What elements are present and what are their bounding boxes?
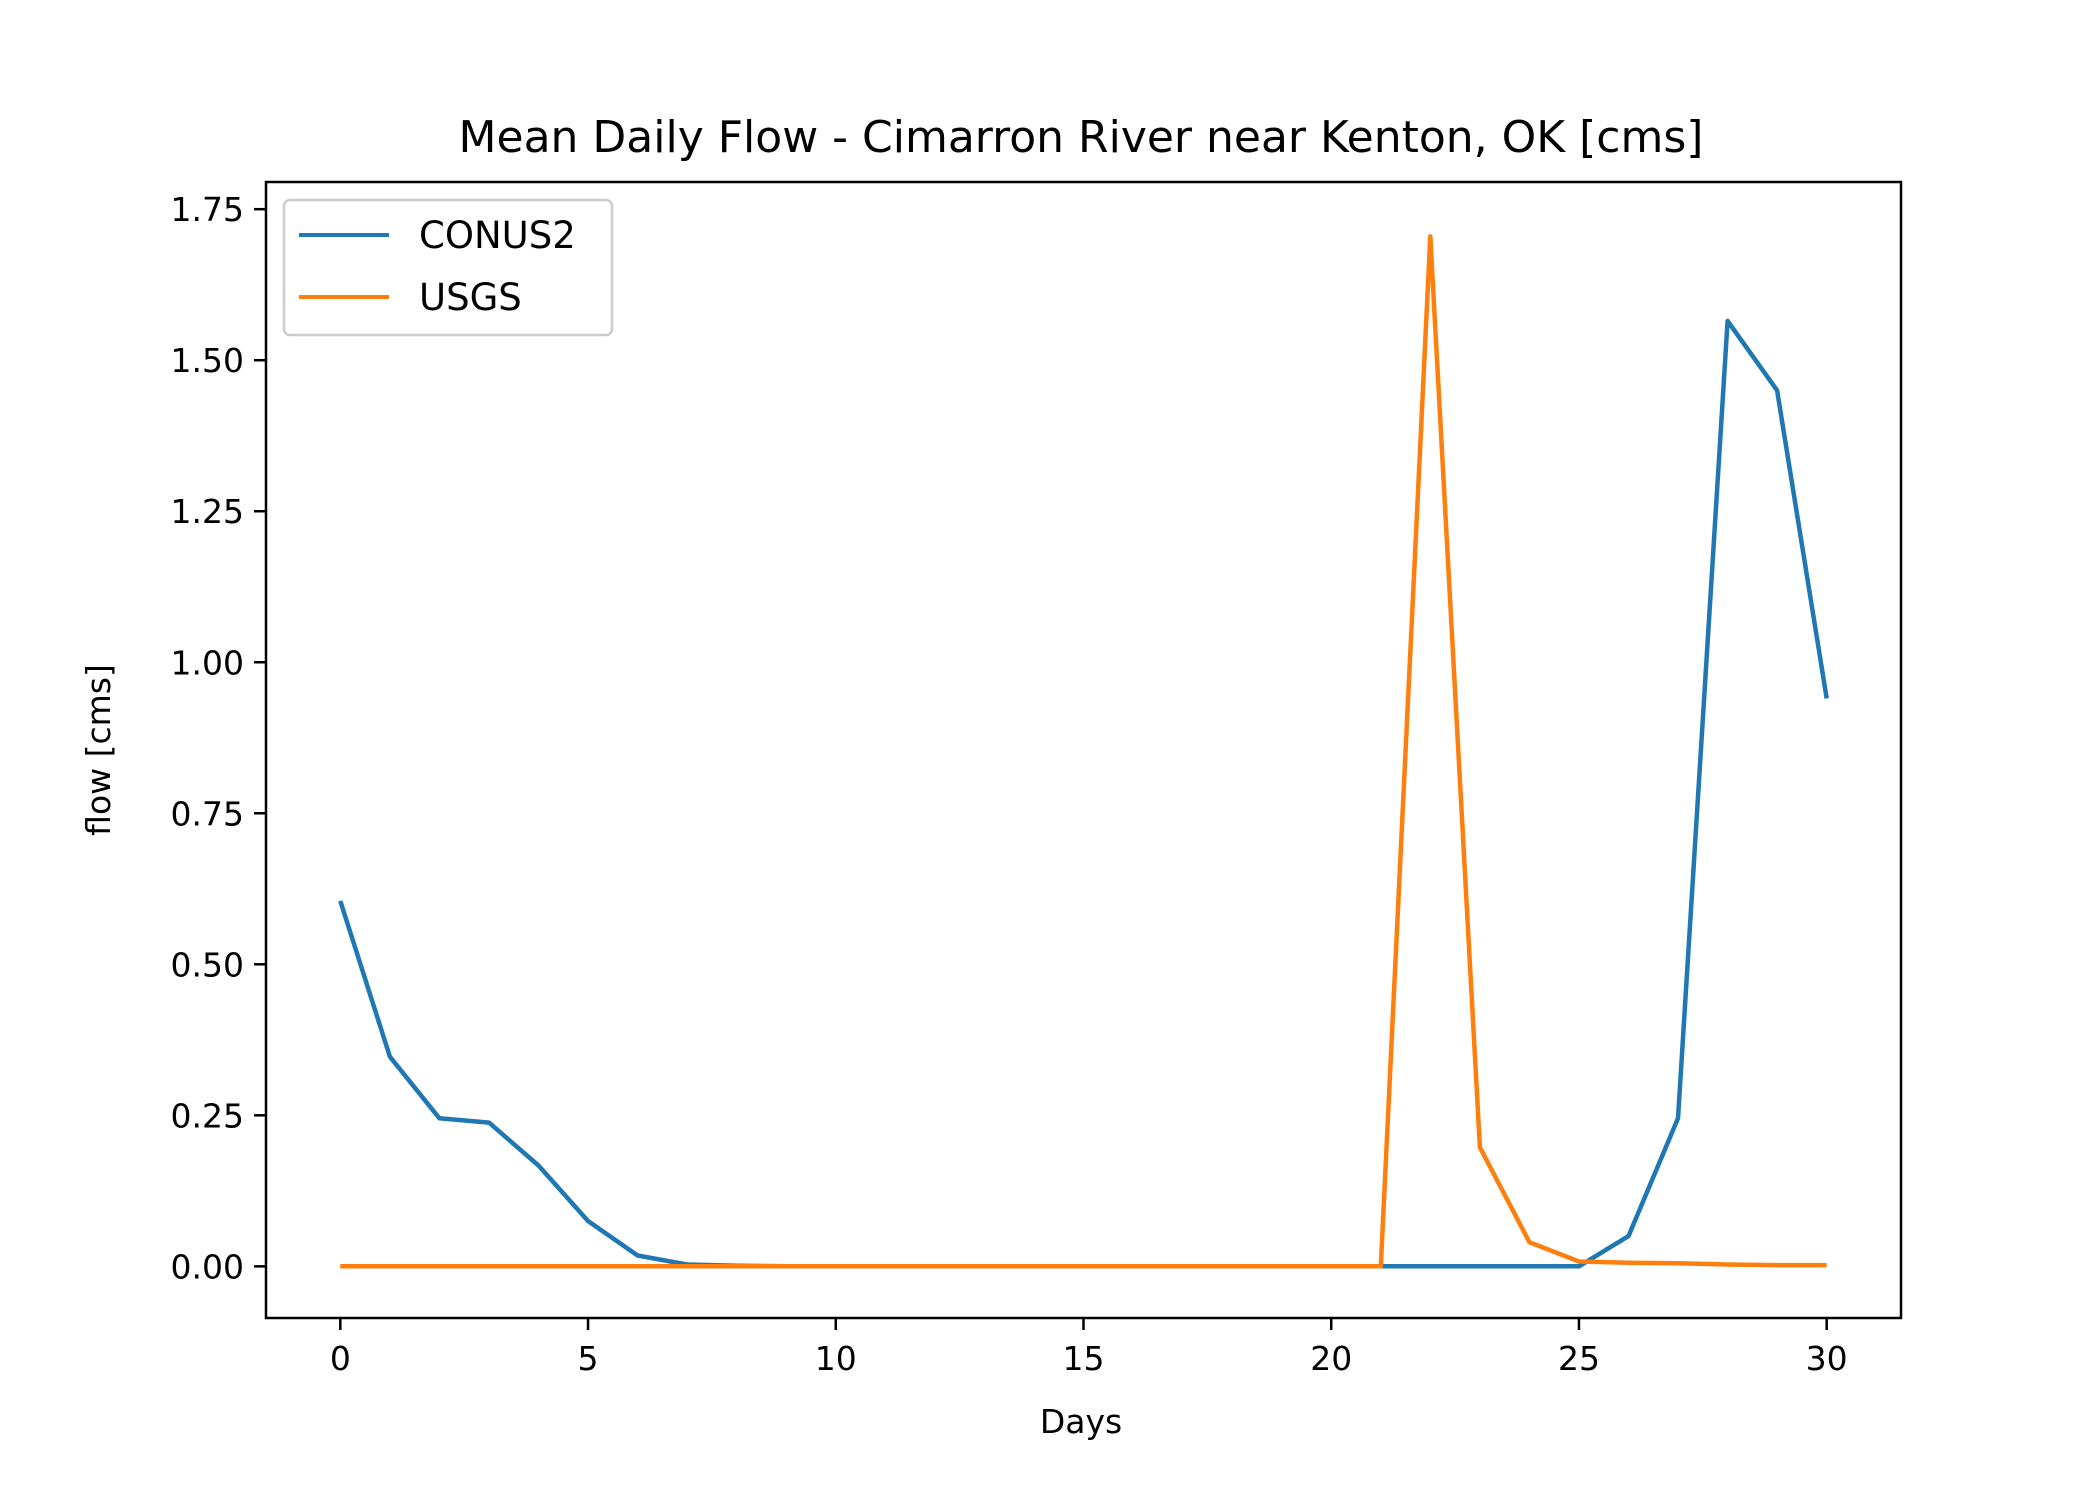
y-axis: 0.00 0.25 0.50 0.75 1.00 1.25 1.50 1.75 — [171, 190, 266, 1286]
y-tick-label: 0.25 — [171, 1096, 244, 1135]
plot-frame — [264, 180, 1903, 1320]
y-tick-label: 1.50 — [171, 341, 244, 380]
x-axis-title: Days — [1040, 1402, 1122, 1441]
y-tick-label: 1.00 — [171, 643, 244, 682]
x-tick-label: 30 — [1806, 1339, 1848, 1378]
legend-label-usgs: USGS — [419, 276, 522, 319]
legend: CONUS2 USGS — [282, 198, 614, 337]
chart-title: Mean Daily Flow - Cimarron River near Ke… — [459, 112, 1704, 163]
y-tick-label: 0.00 — [171, 1247, 244, 1286]
y-tick-label: 1.75 — [171, 190, 244, 229]
y-tick-label: 0.50 — [171, 945, 244, 984]
x-tick-label: 0 — [330, 1339, 351, 1378]
x-tick-label: 10 — [815, 1339, 857, 1378]
x-tick-label: 20 — [1310, 1339, 1352, 1378]
x-tick-label: 5 — [578, 1339, 599, 1378]
series-line-conus2 — [338, 318, 1829, 1269]
y-axis-title: flow [cms] — [79, 664, 118, 836]
x-tick-label: 25 — [1558, 1339, 1600, 1378]
x-tick-label: 15 — [1063, 1339, 1105, 1378]
series-layer — [338, 234, 1829, 1269]
y-tick-label: 1.25 — [171, 492, 244, 531]
y-tick-label: 0.75 — [171, 794, 244, 833]
x-axis: 0 5 10 15 20 25 30 — [330, 1318, 1848, 1378]
legend-label-conus2: CONUS2 — [419, 214, 576, 257]
series-line-usgs — [340, 234, 1827, 1269]
